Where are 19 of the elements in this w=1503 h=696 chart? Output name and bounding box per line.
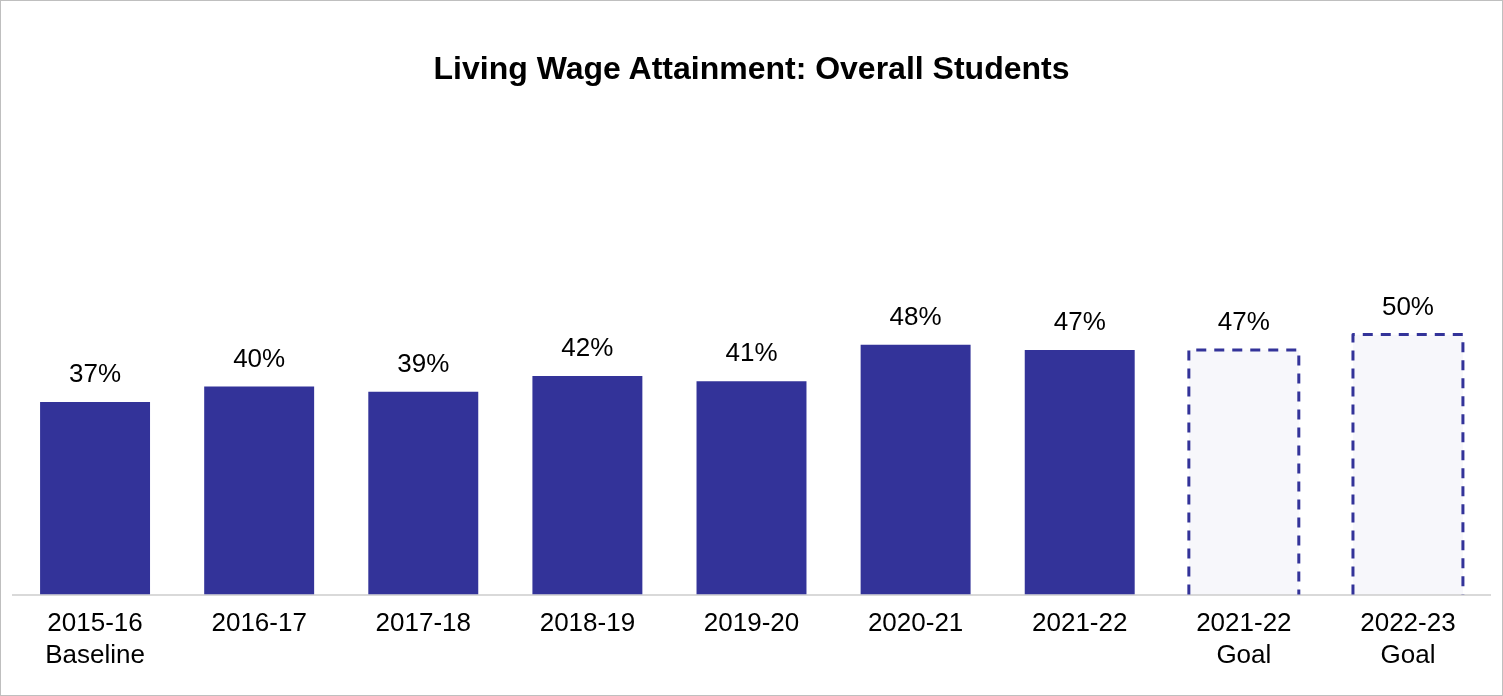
x-tick-label: 2020-21 (867, 607, 964, 638)
data-label: 47% (1053, 306, 1106, 337)
x-tick-label: 2016-17 (211, 607, 307, 638)
x-tick-label: 2017-18 (375, 607, 471, 638)
data-label: 48% (889, 300, 942, 331)
data-label: 42% (561, 332, 614, 363)
x-tick-label: 2022-23 Goal (1360, 607, 1456, 669)
x-tick-label: 2021-22 (1032, 607, 1128, 638)
data-label: 40% (233, 342, 286, 373)
data-label: 41% (725, 337, 778, 368)
x-tick-label: 2019-20 (703, 607, 800, 638)
x-tick-label: 2021-22 Goal (1196, 607, 1292, 669)
data-label: 47% (1217, 306, 1270, 337)
data-label: 39% (397, 347, 450, 378)
chart-title: Living Wage Attainment: Overall Students (433, 50, 1070, 87)
data-label: 50% (1381, 290, 1434, 321)
data-label: 37% (69, 358, 122, 389)
x-tick-label: 2015-16 Baseline (45, 607, 145, 669)
x-tick-label: 2018-19 (539, 607, 636, 638)
